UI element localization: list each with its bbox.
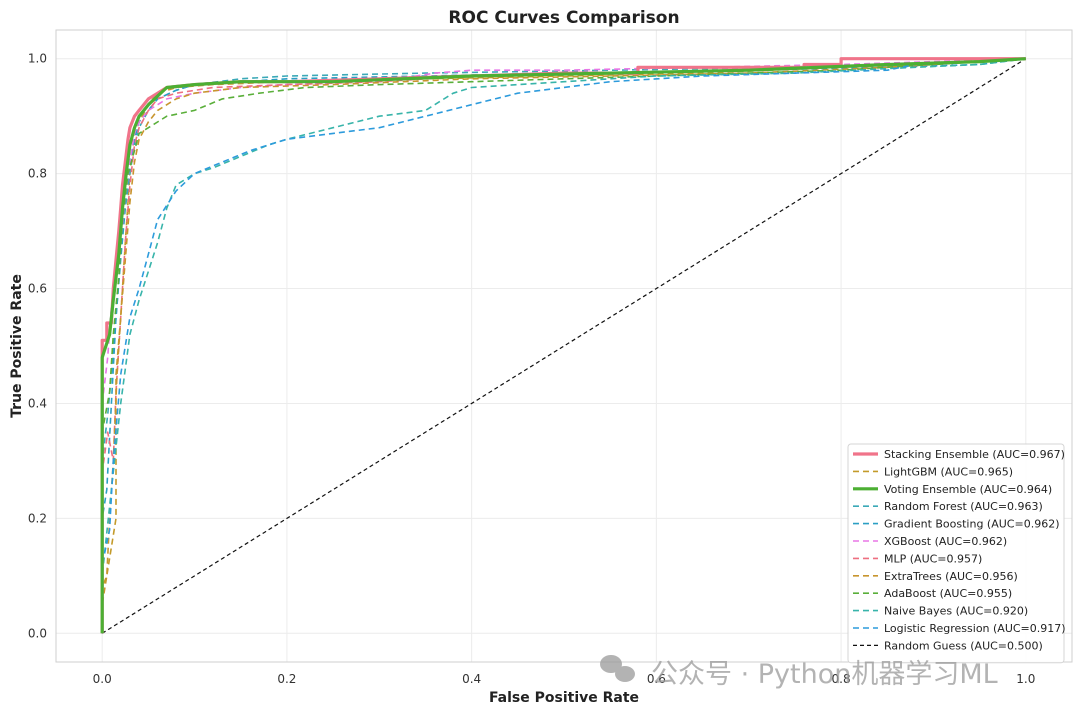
y-tick-label: 1.0 [28, 52, 47, 66]
series-line-9 [101, 57, 1026, 634]
legend-label: Logistic Regression (AUC=0.917) [884, 622, 1066, 635]
watermark: 公众号 · Python机器学习ML [600, 655, 998, 690]
legend-label: Stacking Ensemble (AUC=0.967) [884, 448, 1065, 461]
series-line-2 [100, 57, 1026, 634]
legend-label: AdaBoost (AUC=0.955) [884, 587, 1012, 600]
y-tick-label: 0.6 [28, 282, 47, 296]
legend-box [847, 443, 1065, 664]
legend-label: Random Forest (AUC=0.963) [884, 500, 1043, 513]
watermark-text: 公众号 · Python机器学习ML [651, 659, 998, 690]
y-tick-label: 0.2 [28, 511, 47, 525]
legend-label: LightGBM (AUC=0.965) [884, 465, 1013, 478]
legend-label: Gradient Boosting (AUC=0.962) [884, 518, 1059, 531]
x-tick-label: 0.4 [462, 672, 481, 686]
series-layer [100, 57, 1027, 634]
legend-label: ExtraTrees (AUC=0.956) [884, 570, 1018, 583]
legend-label: Random Guess (AUC=0.500) [884, 639, 1043, 652]
legend: Stacking Ensemble (AUC=0.967) LightGBM (A… [847, 443, 1066, 664]
y-axis-label: True Positive Rate [9, 274, 25, 418]
grid [56, 30, 1072, 662]
legend-label: MLP (AUC=0.957) [884, 552, 982, 565]
legend-label: XGBoost (AUC=0.962) [884, 535, 1007, 548]
wechat-icon [600, 655, 635, 682]
x-axis-label: False Positive Rate [489, 690, 639, 706]
y-tick-label: 0.4 [28, 396, 47, 410]
x-tick-label: 0.6 [647, 672, 666, 686]
series-line-11 [101, 58, 1027, 634]
x-tick-label: 0.0 [93, 672, 112, 686]
legend-label: Voting Ensemble (AUC=0.964) [884, 483, 1052, 496]
series-line-8 [101, 57, 1026, 634]
plot-frame [55, 29, 1073, 663]
x-tick-label: 1.0 [1016, 672, 1035, 686]
x-tick-label: 0.2 [277, 672, 296, 686]
y-tick-label: 0.8 [28, 167, 47, 181]
x-tick-label: 0.8 [832, 672, 851, 686]
y-tick-label: 0.0 [28, 626, 47, 640]
tick-labels: 0.0 0.2 0.4 0.6 0.8 1.0 0.0 0.2 0.4 0.6 0.8 1.0 [28, 52, 1035, 686]
legend-label: Naive Bayes (AUC=0.920) [884, 605, 1028, 618]
series-line-0 [100, 57, 1026, 634]
chart-title: ROC Curves Comparison [448, 8, 679, 28]
